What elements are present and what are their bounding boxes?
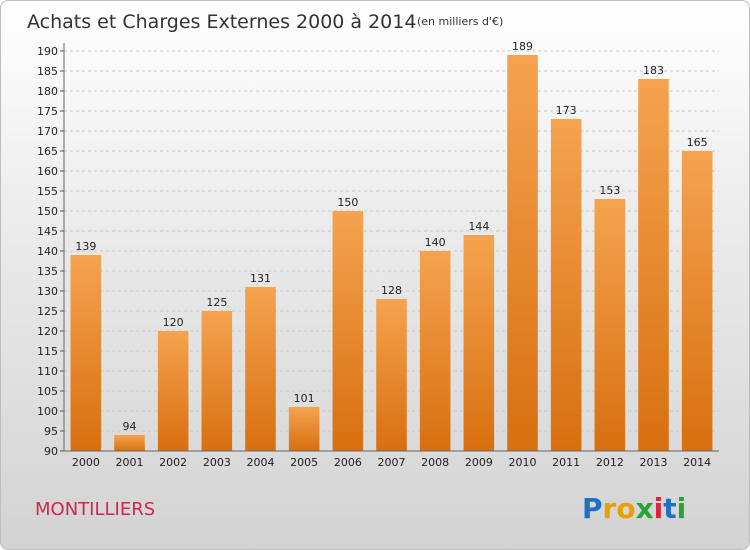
- x-tick-label: 2008: [421, 456, 449, 469]
- value-label: 139: [75, 240, 96, 253]
- y-tick-label: 120: [37, 325, 58, 338]
- value-label: 153: [599, 184, 620, 197]
- bar-2005: [288, 407, 320, 451]
- x-tick-label: 2001: [116, 456, 144, 469]
- bar-2006: [332, 211, 364, 451]
- y-tick-label: 190: [37, 45, 58, 58]
- y-tick-label: 105: [37, 385, 58, 398]
- y-tick-label: 110: [37, 365, 58, 378]
- y-tick-label: 155: [37, 185, 58, 198]
- value-label: 131: [250, 272, 271, 285]
- y-tick-label: 100: [37, 405, 58, 418]
- bar-2000: [70, 255, 102, 451]
- x-tick-label: 2002: [159, 456, 187, 469]
- bar-2004: [245, 287, 276, 451]
- value-label: 173: [556, 104, 577, 117]
- value-label: 120: [163, 316, 184, 329]
- y-tick-label: 90: [44, 445, 58, 458]
- value-label: 140: [425, 236, 446, 249]
- value-label: 165: [687, 136, 708, 149]
- y-tick-label: 175: [37, 105, 58, 118]
- chart-title: Achats et Charges Externes 2000 à 2014: [27, 11, 416, 33]
- x-tick-label: 2004: [247, 456, 275, 469]
- y-tick-label: 125: [37, 305, 58, 318]
- bar-2014: [681, 151, 713, 451]
- x-tick-label: 2011: [552, 456, 580, 469]
- y-tick-label: 170: [37, 125, 58, 138]
- value-label: 101: [294, 392, 315, 405]
- value-label: 144: [468, 220, 489, 233]
- bar-2001: [114, 435, 145, 451]
- bar-2012: [594, 199, 626, 451]
- x-axis: 2000 2001 2002 2003 2004 2005 2006 2007 2008 2009…: [64, 450, 719, 469]
- value-labels: 139 94 120 125 131 101 150 128 140 144 189 173 153 18…: [75, 40, 707, 433]
- y-tick-label: 145: [37, 225, 58, 238]
- y-tick-label: 140: [37, 245, 58, 258]
- bar-2003: [201, 311, 233, 451]
- value-label: 125: [206, 296, 227, 309]
- x-tick-label: 2007: [378, 456, 406, 469]
- bar-2009: [463, 235, 495, 451]
- bar-2010: [507, 55, 538, 451]
- bar-2008: [419, 251, 451, 451]
- x-tick-label: 2009: [465, 456, 493, 469]
- x-tick-label: 2000: [72, 456, 100, 469]
- bar-2013: [638, 79, 669, 451]
- bar-2011: [550, 119, 582, 451]
- y-axis: 90 95 100 105 110 115 120 125 130 135 140 145 150 155…: [37, 43, 65, 458]
- bars: [70, 55, 713, 451]
- value-label: 128: [381, 284, 402, 297]
- y-tick-label: 185: [37, 65, 58, 78]
- bar-2007: [376, 299, 407, 451]
- value-label: 94: [123, 420, 137, 433]
- value-label: 183: [643, 64, 664, 77]
- y-tick-label: 150: [37, 205, 58, 218]
- x-tick-label: 2012: [596, 456, 624, 469]
- x-tick-label: 2003: [203, 456, 231, 469]
- y-tick-label: 165: [37, 145, 58, 158]
- y-tick-label: 180: [37, 85, 58, 98]
- bar-2002: [157, 331, 189, 451]
- y-tick-label: 130: [37, 285, 58, 298]
- x-tick-label: 2006: [334, 456, 362, 469]
- location-name: MONTILLIERS: [35, 499, 155, 520]
- y-tick-label: 95: [44, 425, 58, 438]
- x-tick-label: 2014: [683, 456, 711, 469]
- x-tick-label: 2010: [509, 456, 537, 469]
- y-tick-label: 135: [37, 265, 58, 278]
- y-tick-label: 160: [37, 165, 58, 178]
- y-tick-label: 115: [37, 345, 58, 358]
- proxiti-wordmark: Proxiti: [582, 492, 686, 525]
- value-label: 189: [512, 40, 533, 53]
- value-label: 150: [337, 196, 358, 209]
- x-tick-label: 2005: [290, 456, 318, 469]
- x-tick-label: 2013: [640, 456, 668, 469]
- chart-subtitle: (en milliers d'€): [417, 15, 503, 28]
- proxiti-logo: Proxiti: [582, 492, 686, 525]
